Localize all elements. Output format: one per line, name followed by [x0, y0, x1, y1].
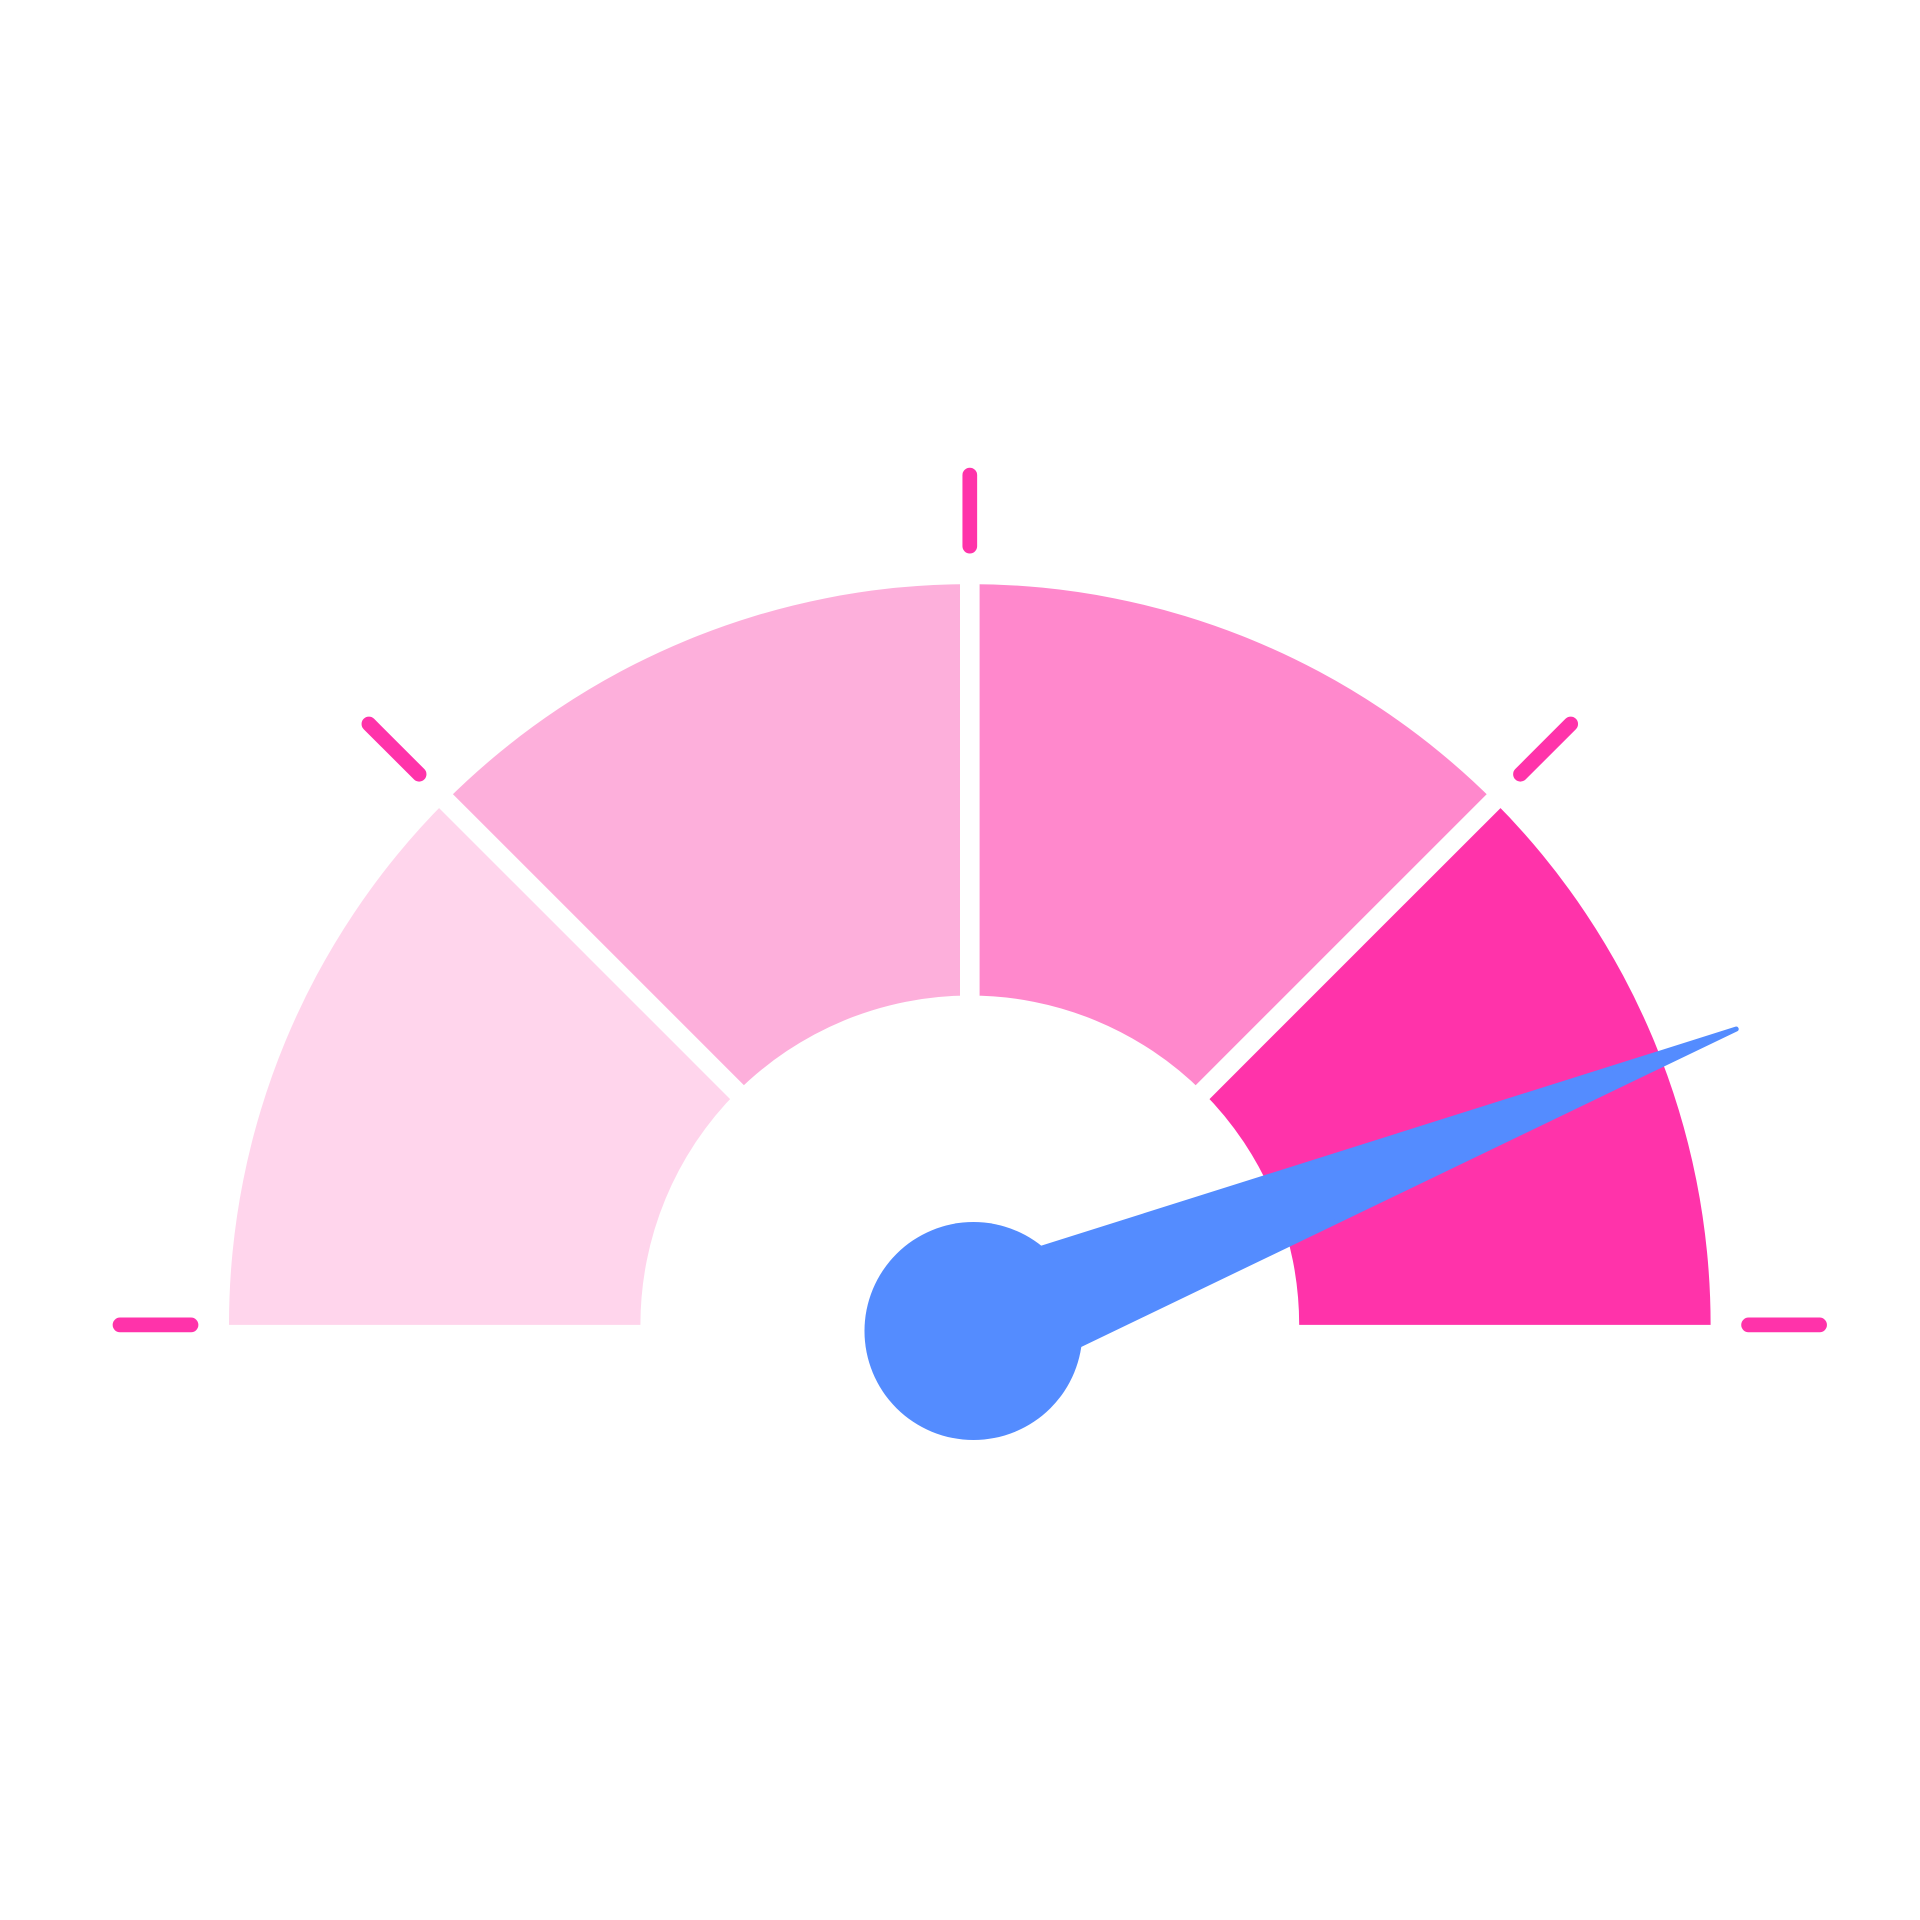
gauge-needle [864, 1026, 1739, 1440]
segment-divider [1187, 785, 1510, 1108]
tick-mark [361, 716, 427, 782]
gauge-dividers [430, 571, 1510, 1108]
gauge-segment-2 [445, 584, 970, 1092]
gauge-segments [228, 584, 1711, 1325]
tick-mark [1513, 716, 1579, 782]
gauge-ticks [112, 467, 1827, 1333]
gauge-segment-1 [228, 801, 737, 1325]
segment-divider [430, 785, 753, 1108]
gauge-segment-3 [969, 584, 1494, 1092]
needle-hub [864, 1222, 1083, 1440]
